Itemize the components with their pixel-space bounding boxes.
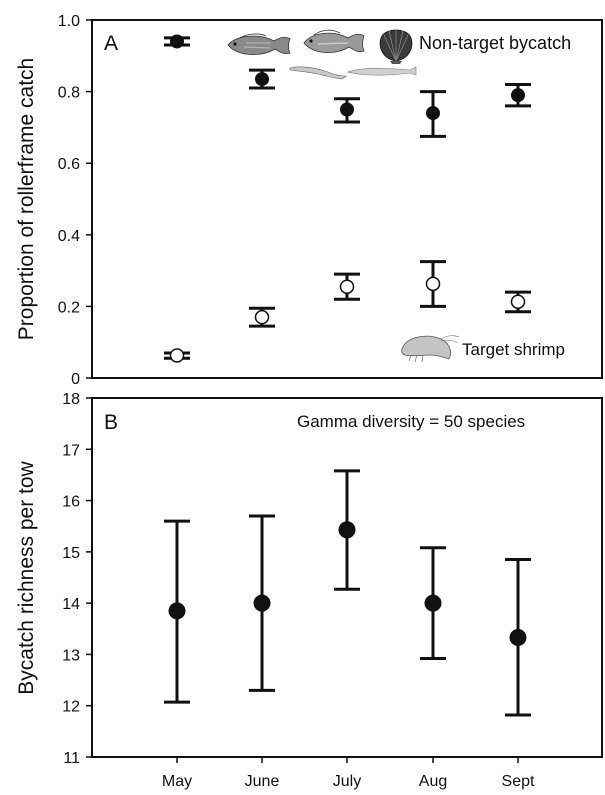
panel-a-y-axis: 0 0.2 0.4 0.6 0.8 1.0 bbox=[58, 13, 92, 388]
grunt-fish-icon bbox=[303, 29, 365, 53]
x-tick-label: June bbox=[245, 773, 280, 790]
panel-a-point-1-aug bbox=[420, 90, 446, 138]
panel-a-ytick-label: 1.0 bbox=[58, 13, 80, 30]
open-marker bbox=[169, 348, 185, 363]
open-marker bbox=[510, 294, 526, 309]
panel-a-point-2-aug bbox=[420, 260, 446, 308]
panel-a-point-2-july bbox=[334, 272, 360, 301]
open-marker bbox=[339, 279, 355, 294]
panel-a-point-1-june bbox=[249, 68, 275, 90]
panel-b-letter: B bbox=[104, 411, 118, 434]
panel-b-point-1-aug bbox=[420, 546, 446, 661]
panel-a: A Proportion of rollerframe catch 0 0.2 0.… bbox=[15, 13, 603, 388]
panel-a-point-1-may bbox=[164, 34, 190, 49]
panel-a-point-1-july bbox=[334, 97, 360, 124]
x-tick-label: May bbox=[162, 773, 192, 790]
scallop-shell-icon bbox=[379, 29, 413, 64]
pipefish-icon bbox=[289, 66, 347, 80]
filled-marker bbox=[338, 521, 356, 539]
panel-b-ytick-label: 15 bbox=[62, 545, 80, 562]
snapper-fish-icon bbox=[227, 33, 291, 55]
open-marker bbox=[425, 276, 441, 292]
panel-a-point-2-june bbox=[249, 306, 275, 328]
panel-b-marks bbox=[164, 469, 531, 717]
panel-b-ytick-label: 17 bbox=[62, 442, 80, 459]
panel-b-point-1-may bbox=[164, 519, 190, 704]
open-marker bbox=[254, 309, 270, 325]
panel-a-ytick-label: 0.6 bbox=[58, 156, 80, 173]
panel-b-x-axis: May June July Aug Sept bbox=[162, 757, 535, 790]
legend-label-shrimp: Target shrimp bbox=[462, 340, 565, 359]
panel-b-ytick-label: 11 bbox=[63, 750, 80, 767]
panel-b: B Bycatch richness per tow Gamma diversi… bbox=[15, 391, 603, 790]
x-tick-label: July bbox=[333, 773, 361, 790]
panel-b-ytick-label: 16 bbox=[62, 494, 80, 511]
filled-marker bbox=[255, 72, 269, 87]
panel-a-ytick-label: 0.2 bbox=[58, 299, 80, 316]
panel-a-ytick-label: 0 bbox=[71, 371, 80, 388]
shrimp-icon bbox=[401, 335, 460, 363]
filled-marker bbox=[426, 106, 440, 121]
panel-b-point-1-july bbox=[334, 469, 360, 591]
panel-a-point-2-sept bbox=[505, 290, 531, 314]
panel-a-letter: A bbox=[104, 32, 118, 55]
panel-a-ytick-label: 0.8 bbox=[58, 85, 80, 102]
x-tick-label: Sept bbox=[502, 773, 535, 790]
panel-a-point-1-sept bbox=[505, 82, 531, 108]
panel-b-ylabel: Bycatch richness per tow bbox=[15, 460, 38, 694]
panel-b-ytick-label: 14 bbox=[62, 596, 80, 613]
legend-label-bycatch: Non-target bycatch bbox=[419, 33, 571, 53]
filled-marker bbox=[253, 594, 271, 612]
x-tick-label: Aug bbox=[419, 773, 447, 790]
filled-marker bbox=[170, 34, 184, 49]
panel-a-frame bbox=[91, 19, 603, 379]
panel-a-point-2-may bbox=[164, 348, 190, 363]
panel-b-ytick-label: 18 bbox=[62, 391, 80, 408]
filled-marker bbox=[511, 88, 525, 103]
filled-marker bbox=[509, 629, 527, 647]
panel-b-ytick-label: 13 bbox=[62, 647, 80, 664]
filled-marker bbox=[424, 594, 442, 612]
filled-marker bbox=[168, 602, 186, 620]
panel-a-marks bbox=[164, 34, 531, 363]
panel-a-ytick-label: 0.4 bbox=[58, 228, 80, 245]
panel-a-ylabel: Proportion of rollerframe catch bbox=[15, 58, 38, 340]
gamma-diversity-annotation: Gamma diversity = 50 species bbox=[297, 412, 525, 431]
panel-b-point-1-june bbox=[249, 514, 275, 692]
panel-b-ytick-label: 12 bbox=[62, 699, 80, 716]
panel-b-y-axis: 11 12 13 14 15 16 17 18 bbox=[62, 391, 92, 767]
lizardfish-icon bbox=[347, 66, 417, 76]
filled-marker bbox=[340, 102, 354, 117]
panel-b-point-1-sept bbox=[505, 558, 531, 717]
